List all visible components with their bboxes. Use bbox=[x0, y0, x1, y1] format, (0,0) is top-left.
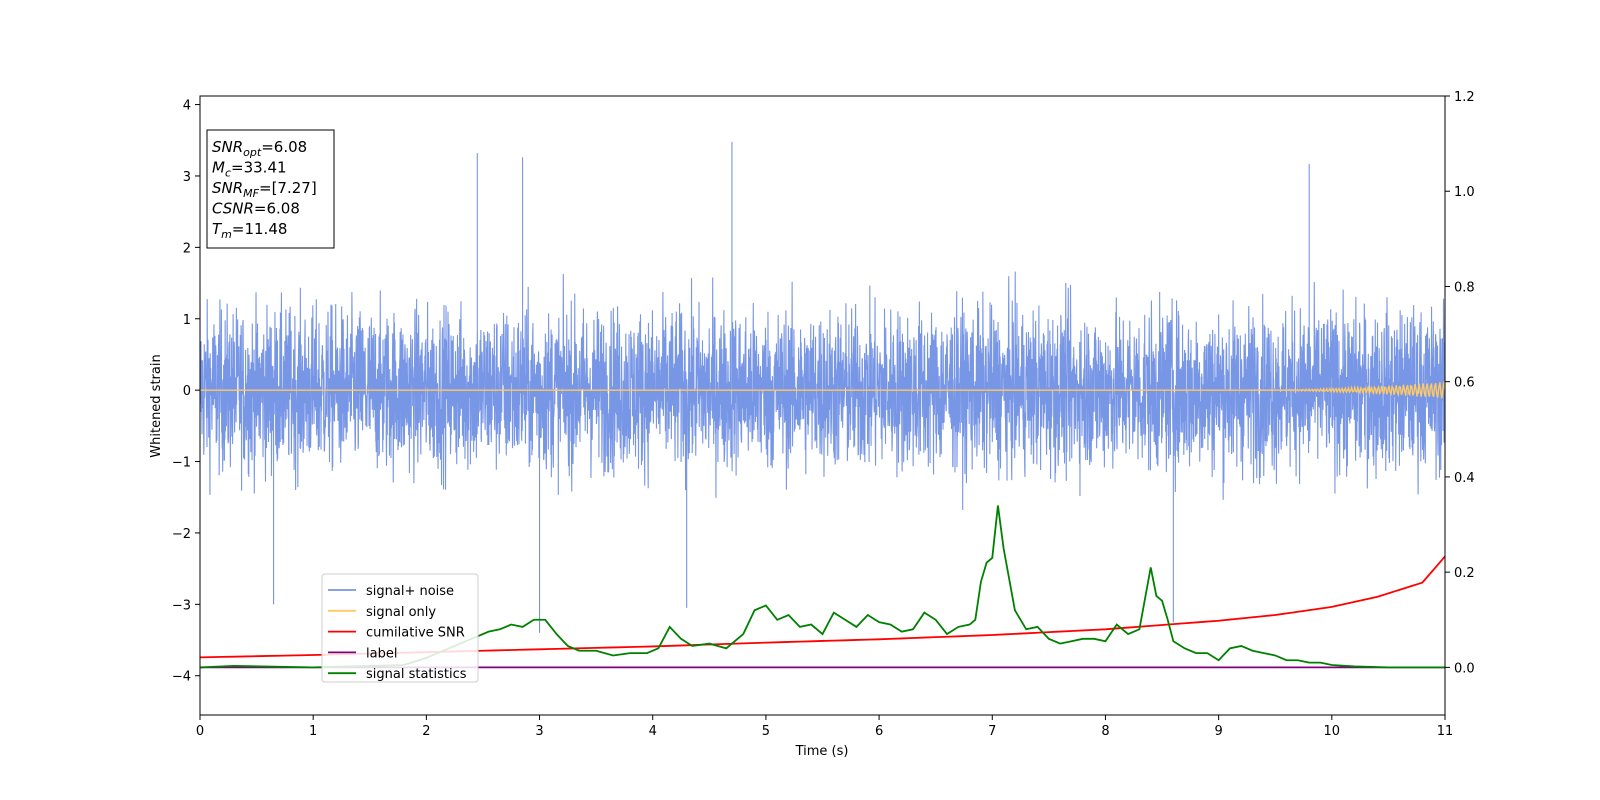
legend: signal+ noise signal only cumilative SNR la… bbox=[321, 573, 479, 683]
x-tick-label: 9 bbox=[1214, 724, 1222, 739]
signal-only-line bbox=[200, 381, 1446, 399]
y2-tick-label: 0.0 bbox=[1454, 661, 1475, 676]
signal-noise-line bbox=[199, 141, 1446, 633]
y-tick-label: 0 bbox=[183, 384, 191, 399]
y-axis-right: 0.0 0.2 0.4 0.6 0.8 1.0 1.2 bbox=[1445, 90, 1475, 676]
annotation-line: Tm=11.48 bbox=[212, 220, 287, 241]
annotation-line: SNRopt=6.08 bbox=[212, 138, 307, 159]
y2-tick-label: 1.0 bbox=[1454, 185, 1475, 200]
y-axis-label: Whitened strain bbox=[149, 354, 164, 457]
y-tick-label: 3 bbox=[183, 170, 191, 185]
stats-annotation-box: SNRopt=6.08Mc=33.41SNRMF=[7.27]CSNR=6.08… bbox=[206, 129, 335, 249]
y-axis-left: −4 −3 −2 −1 0 1 2 3 4 bbox=[172, 99, 200, 685]
x-tick-label: 11 bbox=[1437, 724, 1454, 739]
legend-label: signal+ noise bbox=[366, 584, 454, 599]
y-tick-label: −2 bbox=[172, 527, 191, 542]
legend-label: signal statistics bbox=[366, 667, 467, 682]
x-tick-label: 5 bbox=[762, 724, 770, 739]
y2-tick-label: 0.4 bbox=[1454, 471, 1475, 486]
legend-label: signal only bbox=[366, 605, 436, 620]
y-tick-label: 2 bbox=[183, 241, 191, 256]
x-tick-label: 10 bbox=[1324, 724, 1341, 739]
x-tick-label: 4 bbox=[649, 724, 657, 739]
annotation-line: CSNR=6.08 bbox=[212, 200, 300, 218]
annotation-line: SNRMF=[7.27] bbox=[212, 179, 317, 200]
y2-tick-label: 1.2 bbox=[1454, 90, 1475, 105]
signal-statistics-line bbox=[199, 505, 1445, 669]
legend-label: cumilative SNR bbox=[366, 626, 465, 641]
y-tick-label: 1 bbox=[183, 313, 191, 328]
legend-frame bbox=[321, 573, 479, 683]
y-tick-label: −4 bbox=[172, 670, 191, 685]
x-tick-label: 3 bbox=[535, 724, 543, 739]
x-tick-label: 2 bbox=[422, 724, 430, 739]
y-tick-label: 4 bbox=[183, 99, 191, 114]
y2-tick-label: 0.2 bbox=[1454, 566, 1475, 581]
annotation-line: Mc=33.41 bbox=[212, 159, 287, 180]
y2-tick-label: 0.8 bbox=[1454, 280, 1475, 295]
annotation-frame bbox=[206, 129, 335, 249]
y-tick-label: −1 bbox=[172, 456, 191, 471]
x-tick-label: 6 bbox=[875, 724, 883, 739]
plot-frame bbox=[199, 95, 1446, 716]
x-axis-label: Time (s) bbox=[795, 744, 849, 759]
signal-noise-series bbox=[199, 141, 1446, 633]
y2-tick-label: 0.6 bbox=[1454, 376, 1475, 391]
y-tick-label: −3 bbox=[172, 598, 191, 613]
x-tick-label: 7 bbox=[988, 724, 996, 739]
x-tick-label: 1 bbox=[309, 724, 317, 739]
x-axis: 0 1 2 3 4 5 6 7 8 9 10 11 bbox=[196, 715, 1453, 739]
x-tick-label: 8 bbox=[1101, 724, 1109, 739]
legend-label: label bbox=[366, 646, 397, 661]
x-tick-label: 0 bbox=[196, 724, 204, 739]
